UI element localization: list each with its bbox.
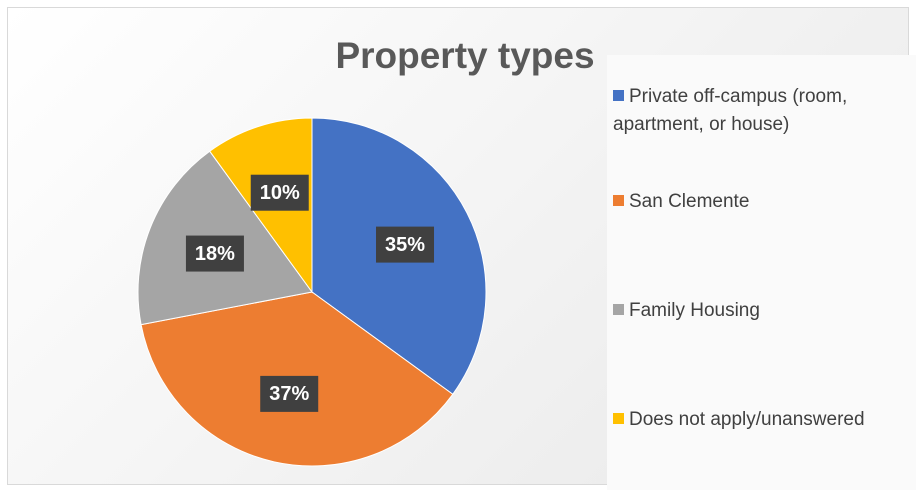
data-label-box <box>376 226 435 263</box>
legend-swatch <box>613 195 624 206</box>
legend-swatch <box>613 304 624 315</box>
data-label-box <box>260 375 319 412</box>
legend-swatch <box>613 413 624 424</box>
data-label: 35% <box>385 234 425 256</box>
legend-label: Does not apply/unanswered <box>629 409 865 430</box>
data-label-box <box>250 174 309 211</box>
legend-item: Private off-campus (room, apartment, or … <box>613 83 913 139</box>
legend-item: San Clemente <box>613 188 913 216</box>
legend-label: San Clemente <box>629 191 750 212</box>
data-label-box <box>185 235 244 272</box>
legend-swatch <box>613 90 624 101</box>
legend: Private off-campus (room, apartment, or … <box>607 55 916 490</box>
legend-item: Does not apply/unanswered <box>613 406 913 434</box>
chart-title: Property types <box>335 35 594 76</box>
data-label: 37% <box>269 383 309 405</box>
legend-item: Family Housing <box>613 297 913 325</box>
data-label: 18% <box>195 243 235 265</box>
legend-label: Private off-campus (room, apartment, or … <box>613 86 848 135</box>
legend-label: Family Housing <box>629 300 760 321</box>
data-label: 10% <box>260 182 300 204</box>
